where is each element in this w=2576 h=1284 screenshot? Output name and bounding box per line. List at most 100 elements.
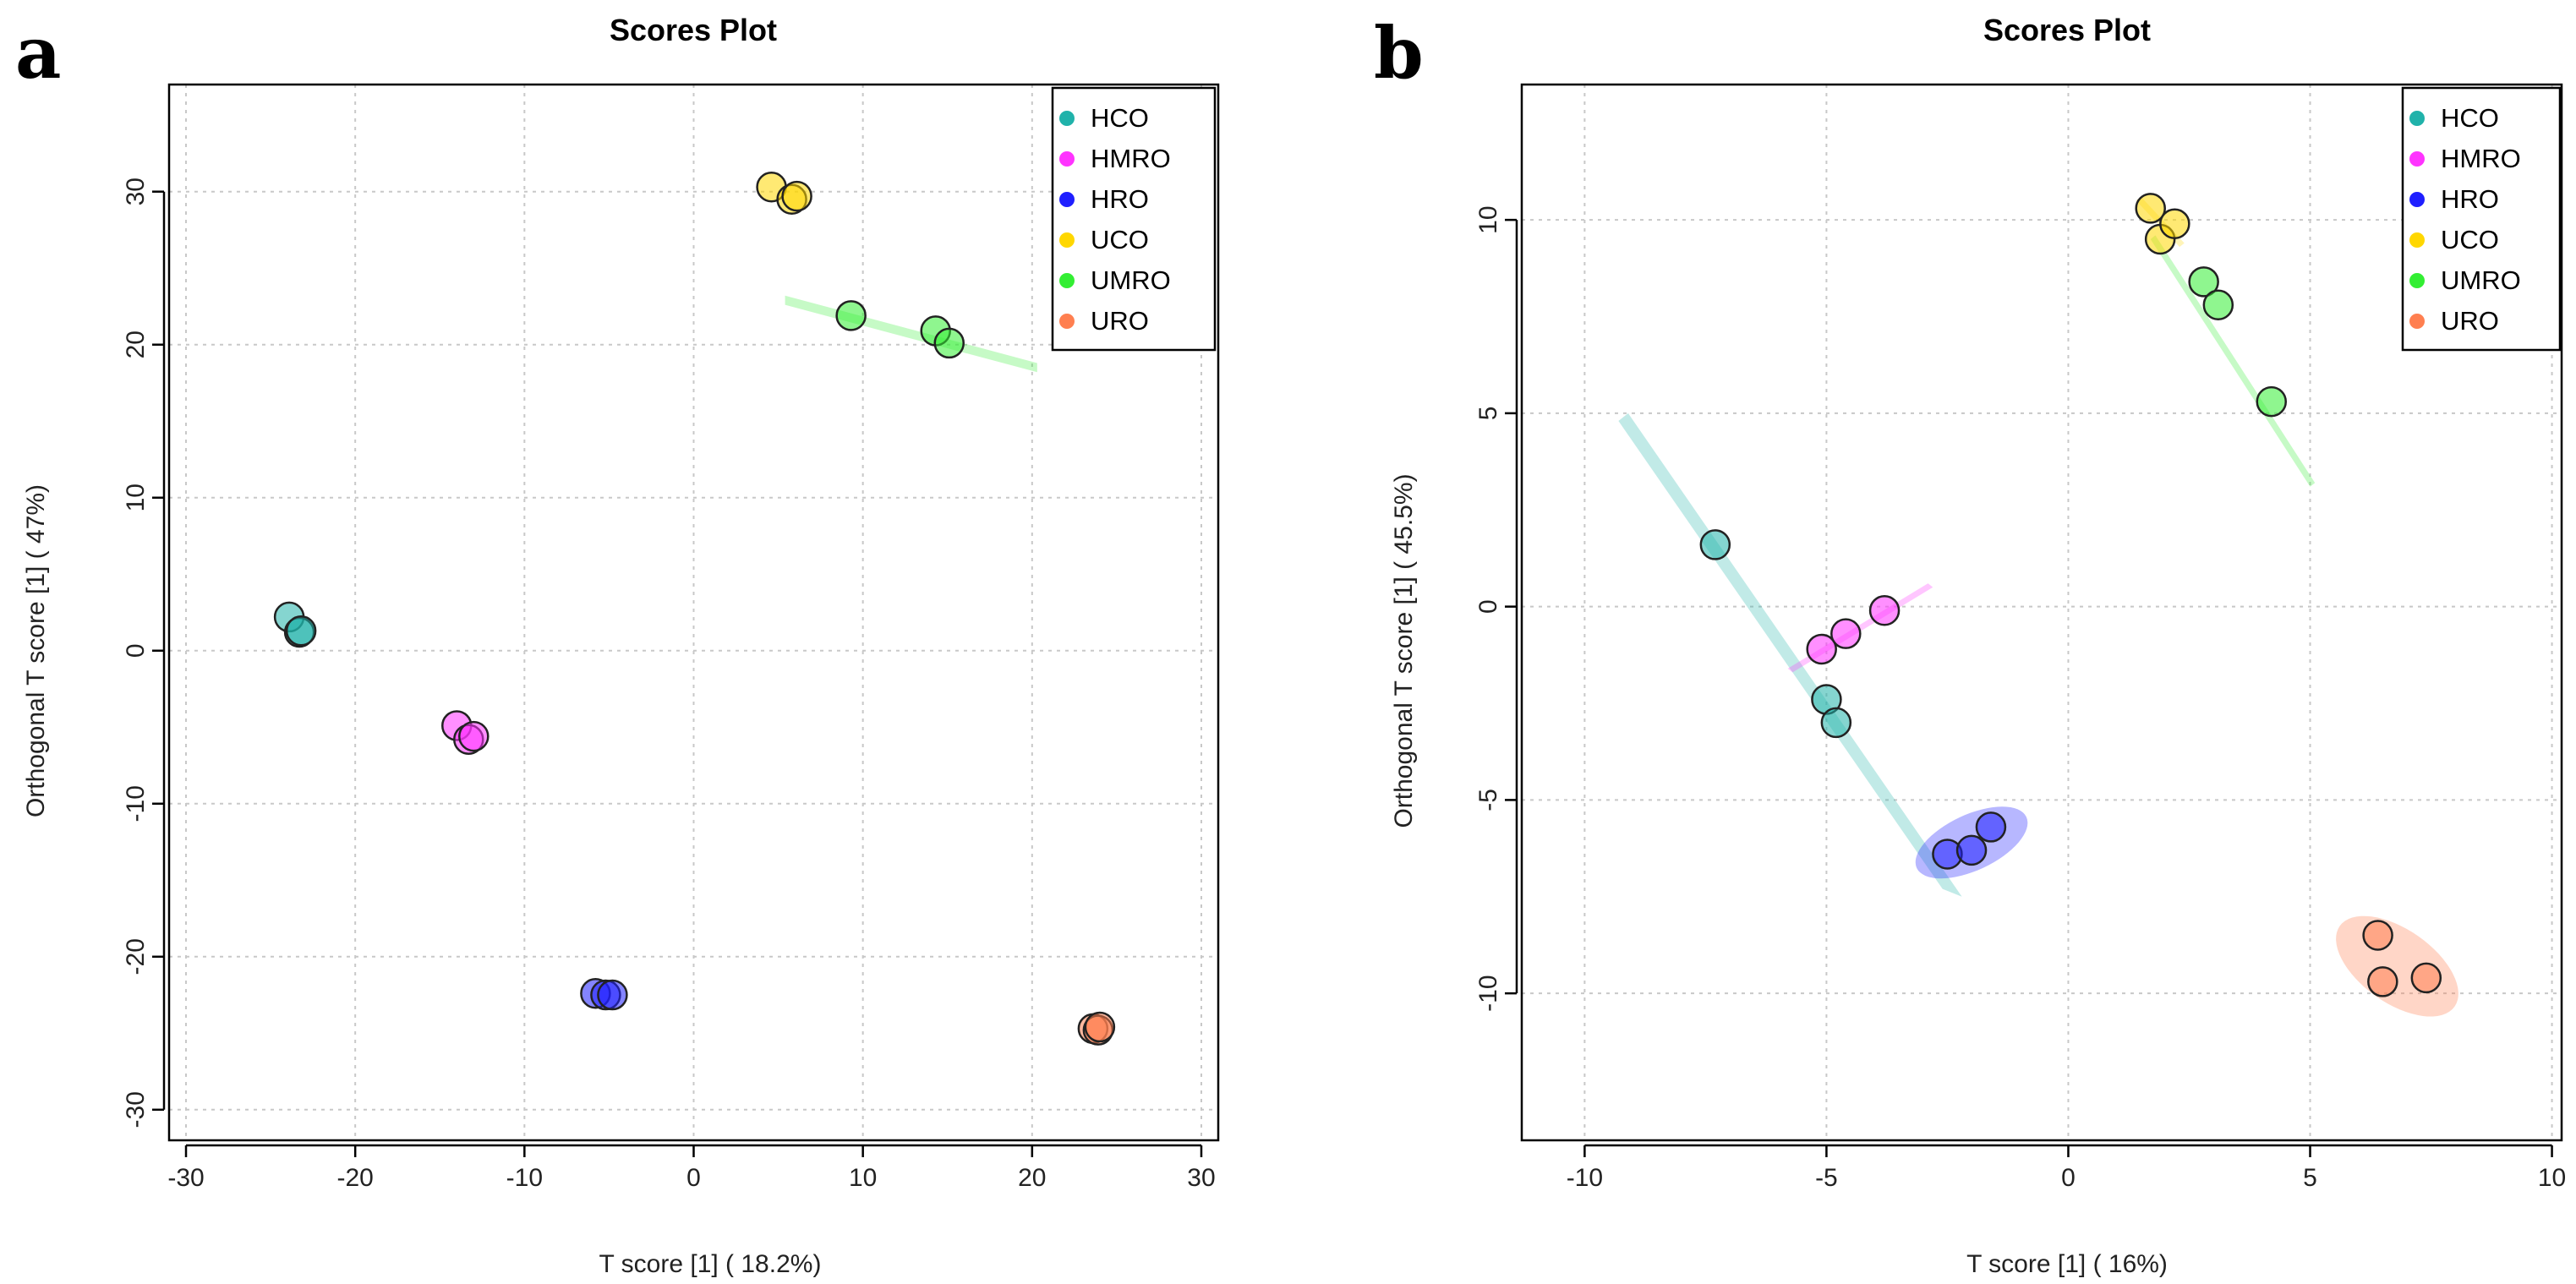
panel-a: a Scores Plot T score [1] ( 18.2%) Ortho…: [15, 11, 1220, 1278]
panel-a-point-umro: [835, 300, 867, 331]
panel-a-y-tick-label: 20: [122, 331, 150, 358]
panel-b-points: [1699, 193, 2442, 997]
panel-b-point-uro: [2362, 920, 2393, 951]
panel-b-region-hmro: [1787, 583, 1933, 673]
panel-b-y-tick-label: -5: [1474, 789, 1502, 811]
panel-b-legend-label-umro: UMRO: [2441, 265, 2521, 295]
panel-b-x-tick-label: 0: [2061, 1164, 2076, 1192]
panel-b-legend-swatch-hco: [2409, 111, 2425, 126]
panel-a-point-hro: [597, 979, 628, 1011]
panel-a-legend-label-hco: HCO: [1091, 103, 1149, 133]
panel-b-point-uco: [2159, 208, 2190, 239]
panel-b: b Scores Plot T score [1] ( 16%) Orthogo…: [1374, 11, 2566, 1278]
panel-a-point-uro: [1084, 1011, 1116, 1043]
panel-a-x-tick-label: -30: [167, 1164, 204, 1192]
panel-a-point-hco: [285, 615, 317, 647]
panel-a-x-tick-label: -20: [336, 1164, 373, 1192]
panel-a-y-tick-label: -10: [122, 785, 150, 822]
panel-a-title: Scores Plot: [610, 13, 777, 47]
panel-a-legend-label-hro: HRO: [1091, 184, 1149, 214]
panel-b-point-hro: [1955, 834, 1988, 866]
panel-a-legend-label-uro: URO: [1091, 306, 1149, 336]
panel-a-letter: a: [15, 11, 61, 95]
panel-b-point-umro: [2202, 289, 2234, 321]
panel-b-point-uco: [2135, 193, 2166, 224]
panel-a-x-axis-label: T score [1] ( 18.2%): [599, 1250, 822, 1278]
panel-a-legend-label-umro: UMRO: [1091, 265, 1171, 295]
panel-b-legend-label-uro: URO: [2441, 306, 2499, 336]
panel-b-grid: [1522, 85, 2562, 1140]
panel-b-y-axis-label: Orthogonal T score [1] ( 45.5%): [1390, 473, 1418, 828]
panel-a-x-tick-label: 0: [686, 1164, 701, 1192]
panel-a-y-tick-label: 30: [122, 178, 150, 205]
panel-a-legend-swatch-uro: [1059, 314, 1075, 329]
panel-b-region-umro: [2150, 235, 2316, 487]
panel-a-point-uco: [781, 180, 812, 212]
panel-a-legend: HCO HMRO HRO UCO UMRO URO: [1051, 86, 1217, 352]
panel-b-legend-label-hco: HCO: [2441, 103, 2499, 133]
panel-b-point-hco: [1699, 529, 1731, 560]
panel-b-point-hco: [1820, 707, 1852, 739]
panel-a-legend-swatch-umro: [1059, 273, 1075, 288]
panel-b-x-tick-label: -10: [1567, 1164, 1603, 1192]
panel-b-legend-label-uco: UCO: [2441, 225, 2499, 254]
panel-b-confidence-regions: [1618, 196, 2458, 1017]
panel-b-point-hro: [1975, 811, 2007, 843]
panel-a-point-hmro: [458, 720, 489, 752]
panel-b-plot-frame: [1520, 83, 2563, 1142]
panel-a-y-tick-label: -20: [122, 938, 150, 975]
panel-b-legend-swatch-hmro: [2409, 151, 2425, 167]
panel-b-legend-swatch-uco: [2409, 232, 2425, 248]
panel-a-legend-label-hmro: HMRO: [1091, 144, 1171, 173]
panel-a-y-axis-label: Orthogonal T score [1] ( 47%): [22, 484, 50, 817]
panel-b-legend-box: [2401, 86, 2562, 352]
panel-a-y-tick-label: 0: [122, 643, 150, 658]
panel-a-axes: -30 -20 -10 0 10 20 30 -30 -20 -10 0 10 20 30: [122, 178, 1216, 1192]
panel-b-legend-label-hro: HRO: [2441, 184, 2499, 214]
panel-b-x-tick-label: 10: [2538, 1164, 2566, 1192]
panel-b-y-tick-label: 0: [1474, 599, 1502, 614]
panel-b-legend: HCO HMRO HRO UCO UMRO URO: [2401, 86, 2562, 352]
panel-a-legend-label-uco: UCO: [1091, 225, 1149, 254]
panel-b-y-tick-label: 5: [1474, 407, 1502, 421]
panel-a-legend-swatch-hco: [1059, 111, 1075, 126]
panel-b-region-hco: [1618, 413, 1962, 897]
panel-b-y-tick-label: -10: [1474, 975, 1502, 1011]
panel-b-point-uro: [2410, 962, 2442, 994]
panel-b-legend-swatch-umro: [2409, 273, 2425, 288]
panel-b-x-axis-label: T score [1] ( 16%): [1966, 1250, 2168, 1278]
panel-b-point-umro: [2256, 385, 2287, 418]
panel-a-region-umro: [785, 295, 1037, 373]
panel-b-legend-swatch-uro: [2409, 314, 2425, 329]
panel-a-y-tick-label: 10: [122, 484, 150, 511]
panel-b-point-hmro: [1806, 633, 1837, 665]
panel-b-point-hmro: [1868, 594, 1901, 626]
panel-a-legend-swatch-hro: [1059, 192, 1075, 207]
panel-b-x-tick-label: -5: [1815, 1164, 1838, 1192]
panel-b-x-tick-label: 5: [2303, 1164, 2317, 1192]
panel-b-point-umro: [2188, 266, 2219, 298]
panel-b-point-uro: [2367, 966, 2398, 997]
panel-a-y-tick-label: -30: [122, 1091, 150, 1128]
panel-a-points: [273, 172, 1116, 1046]
panel-b-point-hmro: [1830, 618, 1862, 649]
panel-a-plot-frame: [167, 83, 1220, 1142]
panel-a-x-tick-label: 20: [1018, 1164, 1046, 1192]
panel-b-y-tick-label: 10: [1474, 205, 1502, 233]
panel-a-x-tick-label: 10: [849, 1164, 877, 1192]
panel-b-legend-label-hmro: HMRO: [2441, 144, 2521, 173]
panel-b-legend-swatch-hro: [2409, 192, 2425, 207]
panel-a-legend-swatch-uco: [1059, 232, 1075, 248]
panel-b-title: Scores Plot: [1983, 13, 2151, 47]
panel-a-grid: [169, 85, 1218, 1140]
panel-a-x-tick-label: 30: [1187, 1164, 1215, 1192]
panel-a-x-tick-label: -10: [506, 1164, 543, 1192]
panel-a-legend-box: [1051, 86, 1217, 352]
panel-a-point-umro: [933, 327, 965, 359]
panel-a-confidence-regions: [785, 295, 1037, 373]
panel-b-axes: -10 -5 0 5 10 -10 -5 0 5 10: [1474, 205, 2566, 1192]
panel-a-legend-swatch-hmro: [1059, 151, 1075, 167]
panel-b-letter: b: [1374, 11, 1424, 95]
panel-b-region-uro: [2336, 915, 2458, 1017]
